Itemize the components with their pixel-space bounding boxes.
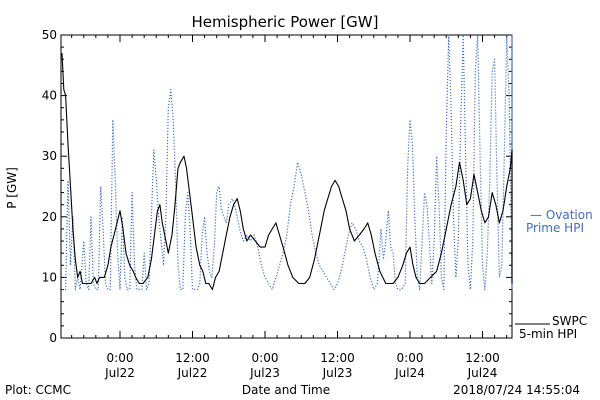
- y-tick-label: 20: [42, 210, 57, 224]
- x-tick-label-date: Jul24: [394, 366, 425, 380]
- series-ovation-prime-hpi: [62, 34, 513, 291]
- x-tick-label-time: 0:00: [252, 351, 279, 365]
- x-tick-label-time: 0:00: [107, 351, 134, 365]
- x-tick-label-date: Jul23: [249, 366, 280, 380]
- y-tick-label: 0: [49, 331, 57, 345]
- x-tick-label-date: Jul22: [104, 366, 135, 380]
- legend-ovation-label-2: Prime HPI: [526, 221, 584, 235]
- series-layer: [61, 34, 513, 291]
- legend-swpc-label-2: 5-min HPI: [519, 327, 577, 341]
- x-axis-ticks: 0:00Jul2212:00Jul220:00Jul2312:00Jul230:…: [71, 35, 508, 380]
- y-tick-label: 30: [42, 149, 57, 163]
- x-tick-label-date: Jul22: [177, 366, 208, 380]
- x-tick-label-time: 12:00: [465, 351, 500, 365]
- x-tick-label-date: Jul24: [467, 366, 498, 380]
- y-axis-ticks: 0 10 20 30 40 50: [42, 28, 512, 345]
- plot-timestamp: 2018/07/24 14:55:04: [453, 383, 580, 397]
- legend-swpc-label: SWPC: [552, 314, 587, 328]
- y-tick-label: 10: [42, 270, 57, 284]
- x-tick-label-time: 12:00: [320, 351, 355, 365]
- legend-ovation-label: — Ovation: [530, 208, 593, 222]
- y-tick-label: 40: [42, 89, 57, 103]
- plot-credit: Plot: CCMC: [5, 383, 71, 397]
- x-tick-label-time: 0:00: [397, 351, 424, 365]
- plot-frame: [60, 34, 513, 339]
- y-axis-label: P [GW]: [5, 167, 19, 209]
- y-tick-label: 50: [42, 28, 57, 42]
- x-tick-label-date: Jul23: [322, 366, 353, 380]
- x-tick-label-time: 12:00: [175, 351, 210, 365]
- x-axis-label: Date and Time: [242, 383, 330, 397]
- chart-title: Hemispheric Power [GW]: [192, 13, 379, 31]
- series-swpc-hpi: [61, 53, 513, 291]
